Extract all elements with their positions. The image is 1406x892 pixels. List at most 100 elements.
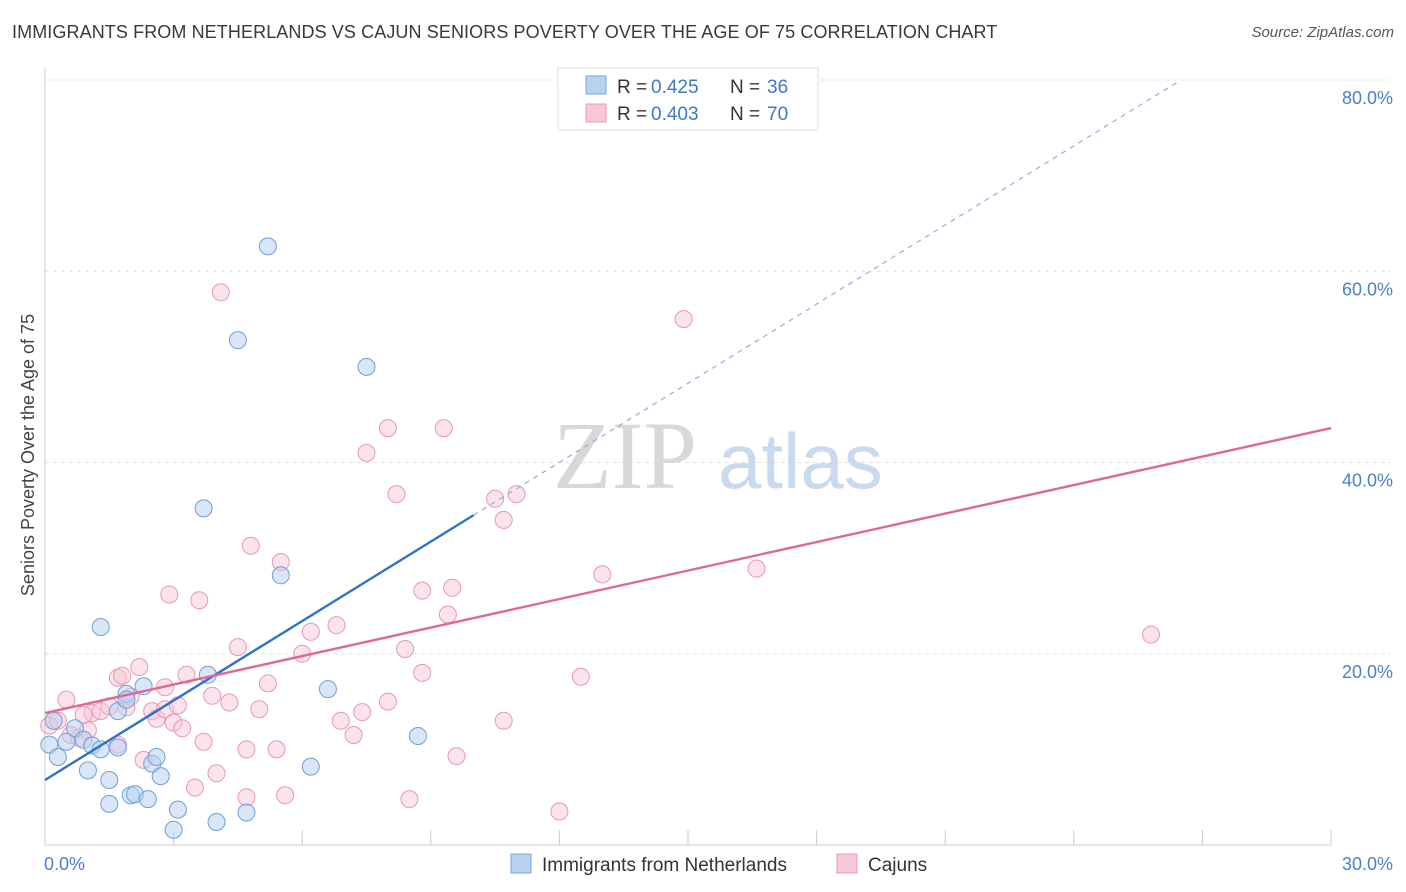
netherlands-point xyxy=(194,499,213,518)
watermark-atlas: atlas xyxy=(718,417,883,505)
grid-lines xyxy=(45,79,1391,655)
cajun-point xyxy=(357,443,376,462)
cajun-point xyxy=(674,310,693,329)
legend-n-value-1: 70 xyxy=(767,104,788,125)
netherlands-trend-extension xyxy=(473,79,1182,516)
cajun-point xyxy=(331,711,350,730)
chart-title: IMMIGRANTS FROM NETHERLANDS VS CAJUN SEN… xyxy=(12,22,998,42)
legend-n-value-0: 36 xyxy=(767,77,788,98)
cajun-point xyxy=(207,764,226,783)
axes xyxy=(44,68,1332,846)
cajun-point xyxy=(241,536,260,555)
cajun-trend-line xyxy=(44,426,1332,715)
netherlands-trend-line xyxy=(44,514,475,781)
netherlands-point xyxy=(100,771,119,789)
cajun-point xyxy=(747,559,766,578)
cajun-point xyxy=(57,690,76,709)
cajun-point xyxy=(194,732,213,751)
bottom-legend-label-netherlands: Immigrants from Netherlands xyxy=(542,855,787,876)
cajun-point xyxy=(250,700,269,719)
y-tick-label: 80.0% xyxy=(1342,88,1393,108)
netherlands-point xyxy=(408,727,427,745)
cajun-point xyxy=(220,693,239,712)
cajun-point xyxy=(1142,625,1160,644)
cajun-point xyxy=(571,667,590,686)
x-tick-label: 0.0% xyxy=(44,854,85,874)
cajun-point xyxy=(378,419,397,438)
cajun-point xyxy=(443,578,462,597)
cajun-point xyxy=(113,666,132,685)
netherlands-point xyxy=(168,800,187,819)
cajun-point xyxy=(353,703,372,722)
cajun-point xyxy=(74,706,93,724)
watermark-zip: ZIP xyxy=(553,402,697,509)
legend-n-label-0: N = xyxy=(730,77,760,98)
bottom-legend-swatch-cajuns xyxy=(836,853,858,874)
cajun-point xyxy=(177,665,196,684)
cajun-point xyxy=(550,802,569,821)
cajun-point xyxy=(413,581,432,600)
cajun-point xyxy=(396,640,415,658)
legend-r-label-0: R = xyxy=(617,77,647,98)
cajun-point xyxy=(168,696,187,715)
y-tick-label: 20.0% xyxy=(1342,662,1393,682)
netherlands-point xyxy=(100,794,119,813)
cajun-point xyxy=(186,778,204,797)
netherlands-point xyxy=(147,748,166,766)
cajun-point xyxy=(378,692,397,711)
bottom-legend-label-cajuns: Cajuns xyxy=(868,855,927,876)
netherlands-point xyxy=(207,813,226,831)
netherlands-point xyxy=(164,820,183,839)
watermark: ZIP atlas xyxy=(553,402,883,509)
netherlands-point xyxy=(237,803,256,822)
netherlands-point xyxy=(91,618,110,636)
cajun-point xyxy=(400,790,419,809)
cajun-point xyxy=(228,638,247,657)
cajun-point xyxy=(173,719,192,738)
source-credit: Source: ZipAtlas.com xyxy=(1251,24,1394,41)
cajuns-points xyxy=(40,283,1160,821)
netherlands-point xyxy=(228,331,247,350)
cajun-point xyxy=(276,786,295,805)
y-axis-label: Seniors Poverty Over the Age of 75 xyxy=(18,314,38,596)
bottom-legend: Immigrants from Netherlands Cajuns xyxy=(510,853,927,876)
netherlands-point xyxy=(301,757,320,776)
legend-n-label-1: N = xyxy=(730,104,760,125)
cajun-point xyxy=(327,616,346,635)
cajun-point xyxy=(593,565,612,584)
x-tick-label: 30.0% xyxy=(1342,854,1393,874)
legend: R = 0.425 N = 36 R = 0.403 N = 70 xyxy=(557,67,819,131)
cajun-point xyxy=(301,622,320,641)
cajun-point xyxy=(190,591,209,610)
netherlands-point xyxy=(318,680,337,699)
tick-labels: 20.0% 40.0% 60.0% 80.0% 0.0% 30.0% xyxy=(44,88,1393,874)
netherlands-point xyxy=(40,735,59,754)
netherlands-point xyxy=(48,748,67,766)
y-tick-label: 40.0% xyxy=(1342,471,1393,491)
trend-lines xyxy=(44,79,1332,781)
cajun-point xyxy=(267,740,286,759)
netherlands-point xyxy=(258,237,277,256)
legend-r-value-0: 0.425 xyxy=(651,77,699,98)
cajun-point xyxy=(237,740,256,759)
netherlands-point xyxy=(138,790,157,809)
cajun-point xyxy=(434,419,453,438)
legend-r-label-1: R = xyxy=(617,104,647,125)
cajun-point xyxy=(494,510,513,529)
legend-swatch-cajuns xyxy=(585,103,607,123)
cajun-point xyxy=(447,747,466,766)
netherlands-point xyxy=(78,761,97,780)
cajun-point xyxy=(486,489,505,508)
netherlands-point xyxy=(44,711,63,730)
legend-swatch-netherlands xyxy=(585,75,607,95)
cajun-point xyxy=(387,485,406,504)
legend-r-value-1: 0.403 xyxy=(651,104,699,125)
netherlands-point xyxy=(271,566,290,585)
cajun-point xyxy=(211,283,230,302)
cajun-point xyxy=(413,663,432,682)
netherlands-point xyxy=(151,767,170,786)
cajun-point xyxy=(203,686,222,705)
cajun-point xyxy=(160,585,179,604)
netherlands-point xyxy=(108,738,127,757)
